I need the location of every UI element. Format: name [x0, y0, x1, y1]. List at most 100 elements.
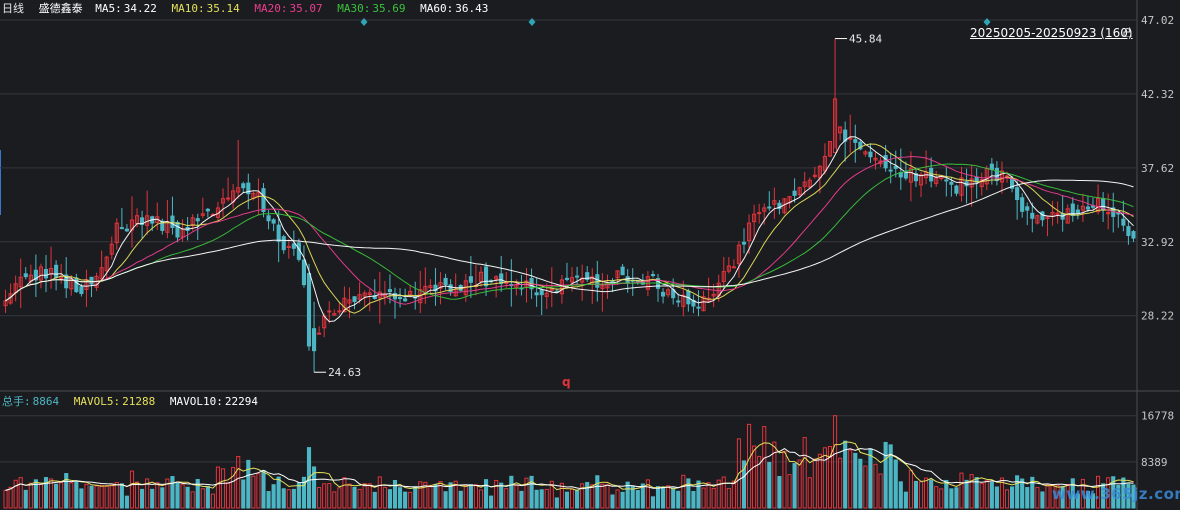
- candle-body: [969, 178, 974, 188]
- volume-bar: [473, 484, 478, 509]
- candle-body: [721, 271, 726, 283]
- candle: [691, 294, 696, 314]
- mavol5-label: MAVOL5:: [73, 395, 121, 408]
- candle-body: [33, 269, 38, 281]
- volume-bar: [544, 488, 549, 509]
- lock-icon[interactable]: [1123, 28, 1132, 37]
- volume-bar: [807, 477, 812, 509]
- candle: [858, 139, 863, 151]
- candle-body: [448, 284, 453, 292]
- watermark: www.365jz.com: [1052, 485, 1180, 503]
- volume-bar: [403, 491, 408, 509]
- volume-bar: [817, 453, 822, 509]
- volume-bar: [59, 482, 64, 509]
- volume-bar: [69, 482, 74, 509]
- volume-bar: [711, 487, 716, 509]
- volume-bar: [261, 469, 266, 509]
- candle: [655, 273, 661, 302]
- volume-bar: [494, 479, 499, 509]
- volume-bar: [1015, 475, 1020, 509]
- candle-body: [858, 141, 863, 150]
- volume-bar: [929, 479, 934, 509]
- volume-bar: [215, 466, 221, 509]
- candle: [1040, 210, 1045, 227]
- volume-bar: [296, 482, 301, 509]
- volume-bar: [3, 489, 8, 509]
- volume-bar: [590, 484, 595, 509]
- ma20-line: [5, 155, 1134, 305]
- candle: [478, 266, 484, 287]
- candle-body: [1116, 212, 1121, 215]
- candle: [1025, 202, 1030, 226]
- candle-body: [403, 298, 408, 302]
- candle: [534, 278, 539, 307]
- candle: [741, 228, 747, 254]
- candle-body: [883, 155, 888, 169]
- volume-tick-label: 16778: [1141, 410, 1174, 423]
- candle-body: [140, 217, 145, 225]
- candle: [291, 230, 296, 256]
- candle-body: [929, 167, 934, 182]
- volume-bar: [762, 426, 767, 509]
- volume-bar: [145, 478, 150, 509]
- volume-bar: [271, 484, 276, 509]
- price-header: 日线 盛德鑫泰 MA5: 34.22 MA10: 35.14 MA20: 35.07 …: [2, 2, 490, 16]
- candle-body: [478, 271, 484, 282]
- volume-bar: [231, 466, 236, 509]
- volume-bar: [397, 487, 403, 509]
- candle: [666, 287, 671, 298]
- candle-body: [1095, 198, 1101, 213]
- candle: [124, 224, 129, 232]
- candle-body: [286, 245, 291, 248]
- candle-body: [544, 292, 549, 297]
- volume-bar: [600, 483, 605, 509]
- volume-bar: [564, 491, 570, 509]
- candle: [397, 288, 403, 308]
- volume-bar: [913, 480, 919, 509]
- candle-body: [352, 296, 357, 303]
- volume-bar: [1075, 493, 1080, 509]
- volume-bar: [504, 488, 509, 509]
- volume-bar: [716, 479, 721, 509]
- volume-bar: [792, 463, 797, 509]
- volume-bar: [23, 489, 28, 509]
- candle-body: [367, 292, 372, 296]
- candle: [1085, 196, 1091, 212]
- candle: [746, 214, 752, 255]
- candle: [524, 268, 529, 303]
- ma60-label: MA60:: [420, 2, 454, 15]
- volume-bar: [539, 489, 544, 509]
- volume-bars: [3, 415, 1136, 509]
- candle-body: [276, 224, 281, 242]
- candle-body: [853, 139, 858, 143]
- candle: [327, 301, 332, 324]
- candle: [701, 290, 706, 312]
- volume-bar: [974, 477, 979, 509]
- volume-bar: [33, 479, 38, 509]
- candle-body: [575, 275, 580, 278]
- candle: [170, 196, 175, 235]
- candle: [539, 288, 544, 315]
- volume-bar: [635, 490, 640, 509]
- candle-body: [959, 177, 964, 196]
- candle-body: [681, 294, 686, 307]
- volume-bar: [605, 484, 610, 509]
- candle-body: [701, 296, 706, 312]
- volume-bar: [155, 482, 160, 509]
- candle: [38, 263, 44, 289]
- volume-bar: [832, 415, 838, 509]
- period-label[interactable]: 日线: [2, 2, 24, 15]
- date-range-label[interactable]: 20250205-20250923 (160): [970, 26, 1133, 40]
- candle: [347, 287, 352, 319]
- volume-bar: [8, 486, 13, 509]
- volume-bar: [246, 459, 251, 509]
- candle: [1131, 230, 1136, 242]
- candle: [453, 273, 458, 297]
- volume-bar: [241, 479, 246, 509]
- candle: [337, 302, 342, 315]
- volume-bar: [362, 483, 367, 509]
- volume-bar: [291, 488, 296, 509]
- candle-body: [241, 183, 246, 189]
- candle-body: [661, 291, 666, 297]
